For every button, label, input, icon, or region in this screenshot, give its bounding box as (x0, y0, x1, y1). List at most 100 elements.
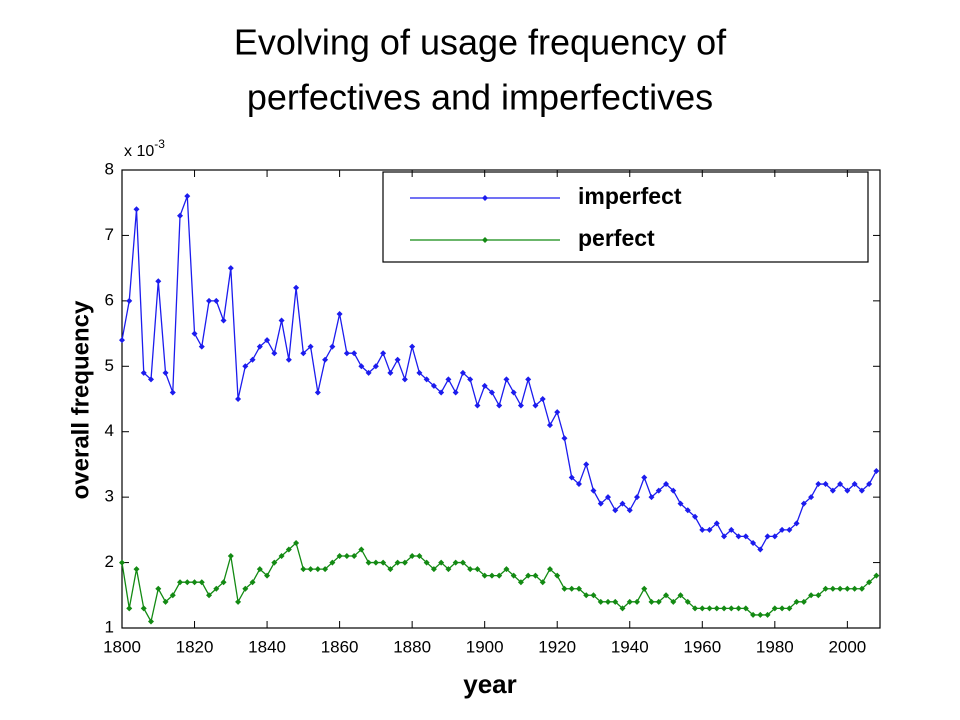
point-marker (285, 546, 292, 553)
title-line: Evolving of usage frequency of (234, 22, 727, 63)
y-tick-label: 5 (105, 356, 114, 375)
x-tick-label: 1900 (466, 637, 504, 656)
point-marker (858, 487, 865, 494)
point-marker (793, 598, 800, 605)
point-marker (604, 494, 611, 501)
point-marker (750, 611, 757, 618)
point-marker (307, 343, 314, 350)
point-marker (829, 487, 836, 494)
y-tick-label: 7 (105, 225, 114, 244)
y-tick-label: 4 (105, 421, 114, 440)
point-marker (517, 579, 524, 586)
point-marker (278, 317, 285, 324)
point-marker (322, 566, 329, 573)
y-tick-label: 3 (105, 487, 114, 506)
point-marker (721, 533, 728, 540)
point-marker (742, 605, 749, 612)
point-marker (220, 579, 227, 586)
point-marker (177, 212, 184, 219)
point-marker (786, 526, 793, 533)
point-marker (648, 598, 655, 605)
point-marker (604, 598, 611, 605)
x-tick-label: 2000 (828, 637, 866, 656)
point-marker (851, 585, 858, 592)
point-marker (822, 481, 829, 488)
point-marker (300, 566, 307, 573)
point-marker (329, 559, 336, 566)
point-marker (561, 435, 568, 442)
point-marker (713, 605, 720, 612)
point-marker (235, 396, 242, 402)
point-marker (177, 579, 184, 586)
point-marker (148, 376, 155, 383)
point-marker (590, 487, 597, 494)
legend-marker (482, 195, 488, 201)
point-marker (162, 369, 169, 376)
y-axis-label: overall frequency (67, 300, 94, 499)
point-marker (169, 592, 176, 599)
point-marker (808, 592, 815, 599)
point-marker (626, 507, 633, 514)
point-marker (213, 297, 220, 304)
x-tick-label: 1980 (756, 637, 794, 656)
point-marker (510, 389, 517, 396)
point-marker (430, 566, 437, 573)
point-marker (684, 507, 691, 514)
point-marker (459, 369, 466, 376)
point-marker (583, 592, 590, 599)
point-marker (343, 553, 350, 560)
point-marker (837, 481, 844, 488)
point-marker (198, 579, 205, 586)
point-marker (663, 592, 670, 599)
point-marker (525, 572, 532, 579)
point-marker (351, 553, 358, 560)
point-marker (815, 481, 822, 488)
x-tick-label: 1960 (683, 637, 721, 656)
point-marker (663, 481, 670, 488)
point-marker (488, 572, 495, 579)
point-marker (271, 559, 278, 566)
point-marker (728, 526, 735, 533)
point-marker (634, 598, 641, 605)
point-marker (786, 605, 793, 612)
point-marker (612, 598, 619, 605)
point-marker (155, 585, 162, 592)
point-marker (314, 389, 321, 396)
x-tick-label: 1940 (611, 637, 649, 656)
point-marker (612, 507, 619, 514)
point-marker (706, 526, 713, 533)
point-marker (140, 605, 147, 612)
point-marker (206, 297, 213, 304)
point-marker (467, 566, 474, 573)
point-marker (235, 598, 242, 605)
point-marker (387, 566, 394, 573)
point-marker (648, 494, 655, 501)
point-marker (815, 592, 822, 599)
title-line: perfectives and imperfectives (247, 77, 713, 118)
point-marker (779, 526, 786, 533)
point-marker (459, 559, 466, 566)
point-marker (452, 389, 459, 396)
point-marker (546, 566, 553, 573)
point-marker (735, 533, 742, 540)
point-marker (655, 598, 662, 605)
point-marker (721, 605, 728, 612)
point-marker (750, 539, 757, 546)
point-marker (264, 572, 271, 579)
point-marker (126, 297, 133, 304)
point-marker (351, 350, 358, 357)
point-marker (829, 585, 836, 592)
point-marker (394, 559, 401, 566)
point-marker (372, 559, 379, 566)
point-marker (155, 278, 162, 285)
y-tick-label: 1 (105, 617, 114, 636)
point-marker (554, 572, 561, 579)
point-marker (517, 402, 524, 409)
point-marker (474, 566, 481, 573)
point-marker (634, 494, 641, 501)
point-marker (800, 598, 807, 605)
x-tick-label: 1880 (393, 637, 431, 656)
point-marker (126, 605, 133, 612)
y-scale-exponent: -3 (154, 137, 165, 151)
point-marker (822, 585, 829, 592)
